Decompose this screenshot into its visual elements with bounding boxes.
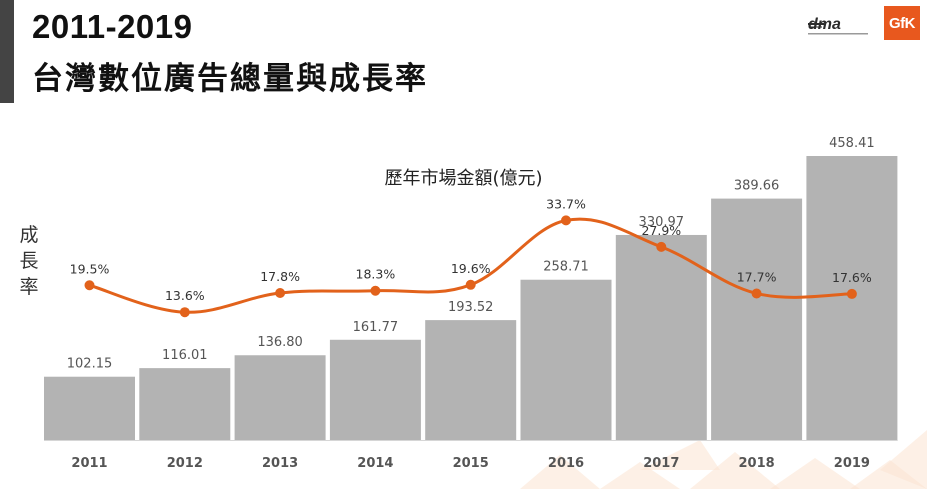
growth-point-2016 — [561, 215, 571, 226]
growth-label-2014: 18.3% — [356, 267, 396, 282]
bar-2017 — [615, 234, 707, 440]
bar-label-2012: 116.01 — [162, 348, 208, 363]
x-tick-2012: 2012 — [167, 456, 203, 471]
decor-triangle — [640, 440, 720, 470]
growth-label-2012: 13.6% — [165, 288, 205, 303]
bar-2018 — [711, 198, 803, 440]
decor-triangle — [690, 452, 780, 489]
svg-text:dma: dma — [808, 16, 841, 33]
growth-point-2014 — [370, 285, 381, 296]
x-tick-2018: 2018 — [739, 456, 775, 471]
bar-2013 — [234, 355, 326, 440]
growth-point-2015 — [465, 279, 476, 290]
growth-label-2016: 33.7% — [546, 196, 586, 211]
growth-point-2012 — [179, 307, 190, 318]
gfk-logo: GfK — [884, 6, 920, 40]
bar-2016 — [520, 279, 612, 440]
bar-label-2013: 136.80 — [257, 335, 303, 350]
x-tick-2015: 2015 — [453, 456, 489, 471]
decor-triangle — [880, 430, 927, 489]
x-tick-2019: 2019 — [834, 456, 870, 471]
x-tick-2017: 2017 — [643, 456, 679, 471]
bar-label-2014: 161.77 — [353, 320, 399, 335]
decor-triangle — [770, 458, 860, 489]
growth-point-2019 — [846, 288, 857, 299]
x-tick-2011: 2011 — [71, 456, 107, 471]
title-accent-bar — [0, 0, 14, 103]
growth-point-2018 — [751, 288, 762, 299]
chart-ylabel-text: 成長率 — [19, 224, 39, 298]
bar-2014 — [329, 339, 421, 440]
x-tick-2014: 2014 — [357, 456, 393, 471]
x-tick-2013: 2013 — [262, 456, 298, 471]
bar-2012 — [139, 368, 231, 440]
growth-label-2017: 27.9% — [641, 223, 681, 238]
bar-label-2011: 102.15 — [67, 357, 113, 372]
page-title-year-range: 2011-2019 — [32, 8, 193, 45]
decor-triangle — [520, 455, 600, 489]
bar-2015 — [425, 320, 517, 440]
growth-point-2011 — [84, 280, 95, 291]
growth-label-2018: 17.7% — [737, 269, 777, 284]
x-tick-2016: 2016 — [548, 456, 584, 471]
bar-label-2018: 389.66 — [734, 179, 780, 194]
bar-label-2017: 330.97 — [639, 215, 685, 230]
bar-2011 — [44, 376, 135, 440]
dma-logo-icon: dma — [808, 16, 868, 35]
growth-label-2019: 17.6% — [832, 270, 872, 285]
page-title: 台灣數位廣告總量與成長率 — [32, 61, 428, 97]
bar-label-2019: 458.41 — [829, 136, 875, 151]
bar-label-2016: 258.71 — [543, 260, 589, 275]
decor-triangle — [600, 462, 680, 489]
growth-point-2017 — [656, 241, 667, 252]
bar-label-2015: 193.52 — [448, 300, 494, 315]
growth-label-2013: 17.8% — [260, 269, 300, 284]
chart-ylabel: 成長率 — [18, 222, 40, 300]
growth-point-2013 — [275, 288, 286, 299]
decor-triangle — [850, 460, 927, 489]
growth-label-2015: 19.6% — [451, 261, 491, 276]
chart-title: 歷年市場金額(億元) — [384, 168, 543, 189]
growth-label-2011: 19.5% — [70, 261, 110, 276]
